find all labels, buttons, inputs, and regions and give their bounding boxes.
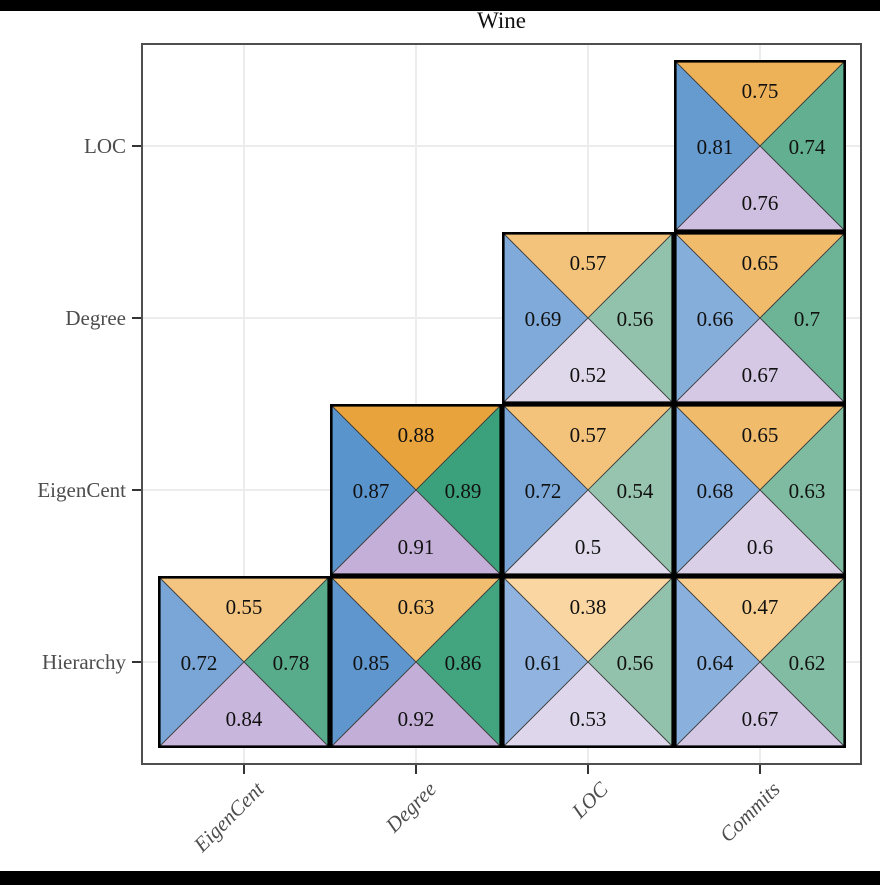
triangle-bottom (674, 145, 846, 232)
cell-EigenCent-LOC: 0.57 0.72 0.54 0.5 (502, 404, 674, 576)
triangle-bottom (674, 489, 846, 576)
triangle-bottom (158, 661, 330, 748)
triangle-bottom (674, 317, 846, 404)
cell-value: 0.47 (742, 595, 779, 619)
y-axis-tick-3 (132, 661, 141, 663)
cell-value: 0.86 (445, 651, 482, 675)
cell-Hierarchy-Degree: 0.63 0.85 0.86 0.92 (330, 576, 502, 748)
cell-value: 0.53 (570, 707, 607, 731)
gridline-vertical-0 (243, 45, 245, 763)
cell-value: 0.56 (617, 307, 654, 331)
cell-Degree-LOC: 0.57 0.69 0.56 0.52 (502, 232, 674, 404)
cell-Degree-Commits: 0.65 0.66 0.7 0.67 (674, 232, 846, 404)
cell-border (158, 576, 330, 748)
gridline-horizontal-0 (143, 145, 860, 147)
y-axis-label-Degree: Degree (65, 306, 126, 330)
cell-Hierarchy-EigenCent: 0.55 0.72 0.78 0.84 (158, 576, 330, 748)
y-axis-tick-1 (132, 317, 141, 319)
y-axis-label-EigenCent: EigenCent (37, 478, 126, 502)
x-axis-tick-2 (587, 765, 589, 774)
cell-border (330, 576, 502, 748)
cell-value: 0.84 (226, 707, 263, 731)
cell-value: 0.65 (742, 251, 779, 275)
cell-EigenCent-Degree: 0.88 0.87 0.89 0.91 (330, 404, 502, 576)
y-axis-tick-2 (132, 489, 141, 491)
gridline-horizontal-1 (143, 317, 860, 319)
x-axis-tick-0 (243, 765, 245, 774)
cell-value: 0.7 (794, 307, 820, 331)
triangle-bottom (502, 489, 674, 576)
cell-value: 0.75 (742, 79, 779, 103)
cell-value: 0.91 (398, 535, 435, 559)
cell-border (330, 404, 502, 576)
cell-Hierarchy-LOC: 0.38 0.61 0.56 0.53 (502, 576, 674, 748)
cell-Hierarchy-Commits: 0.47 0.64 0.62 0.67 (674, 576, 846, 748)
cell-border (502, 232, 674, 404)
bottom-black-bar (0, 871, 880, 885)
cell-value: 0.67 (742, 707, 779, 731)
cell-border (674, 60, 846, 232)
chart-title: Wine (477, 8, 526, 33)
cell-border (502, 404, 674, 576)
triangle-bottom (502, 661, 674, 748)
cell-value: 0.6 (747, 535, 773, 559)
cell-value: 0.54 (617, 479, 654, 503)
x-axis-label-LOC: LOC (567, 777, 613, 823)
cell-value: 0.62 (789, 651, 826, 675)
plot-panel: 0.75 0.81 0.74 0.76 0.57 0.69 0.56 0.52 0.65 0.66… (141, 43, 862, 765)
cell-LOC-Commits: 0.75 0.81 0.74 0.76 (674, 60, 846, 232)
triangle-bottom (330, 489, 502, 576)
triangle-bottom (674, 661, 846, 748)
cell-border (502, 576, 674, 748)
cell-value: 0.38 (570, 595, 607, 619)
cell-value: 0.5 (575, 535, 601, 559)
cell-border (674, 232, 846, 404)
cell-value: 0.67 (742, 363, 779, 387)
cell-value: 0.55 (226, 595, 263, 619)
cell-value: 0.78 (273, 651, 310, 675)
cell-value: 0.89 (445, 479, 482, 503)
cell-value: 0.68 (697, 479, 734, 503)
cell-value: 0.61 (525, 651, 562, 675)
cell-value: 0.74 (789, 135, 826, 159)
x-axis-label-EigenCent: EigenCent (189, 777, 269, 857)
y-axis-label-LOC: LOC (84, 134, 126, 158)
cell-value: 0.63 (398, 595, 435, 619)
cell-border (674, 576, 846, 748)
cell-border (674, 404, 846, 576)
triangle-bottom (502, 317, 674, 404)
cell-value: 0.76 (742, 191, 779, 215)
x-axis-tick-1 (415, 765, 417, 774)
cell-value: 0.52 (570, 363, 607, 387)
cell-value: 0.66 (697, 307, 734, 331)
cell-value: 0.56 (617, 651, 654, 675)
cell-value: 0.65 (742, 423, 779, 447)
cell-value: 0.72 (181, 651, 218, 675)
triangle-bottom (330, 661, 502, 748)
cell-value: 0.57 (570, 251, 607, 275)
cell-value: 0.85 (353, 651, 390, 675)
x-axis-tick-3 (759, 765, 761, 774)
cell-value: 0.69 (525, 307, 562, 331)
cell-EigenCent-Commits: 0.65 0.68 0.63 0.6 (674, 404, 846, 576)
cell-value: 0.57 (570, 423, 607, 447)
cell-value: 0.81 (697, 135, 734, 159)
cell-value: 0.87 (353, 479, 390, 503)
y-axis-tick-0 (132, 145, 141, 147)
cell-value: 0.88 (398, 423, 435, 447)
x-axis-label-Commits: Commits (715, 777, 785, 847)
cell-value: 0.63 (789, 479, 826, 503)
cell-value: 0.92 (398, 707, 435, 731)
top-black-bar (0, 0, 880, 11)
cell-value: 0.72 (525, 479, 562, 503)
y-axis-label-Hierarchy: Hierarchy (42, 650, 126, 674)
x-axis-label-Degree: Degree (380, 777, 441, 838)
cell-value: 0.64 (697, 651, 734, 675)
